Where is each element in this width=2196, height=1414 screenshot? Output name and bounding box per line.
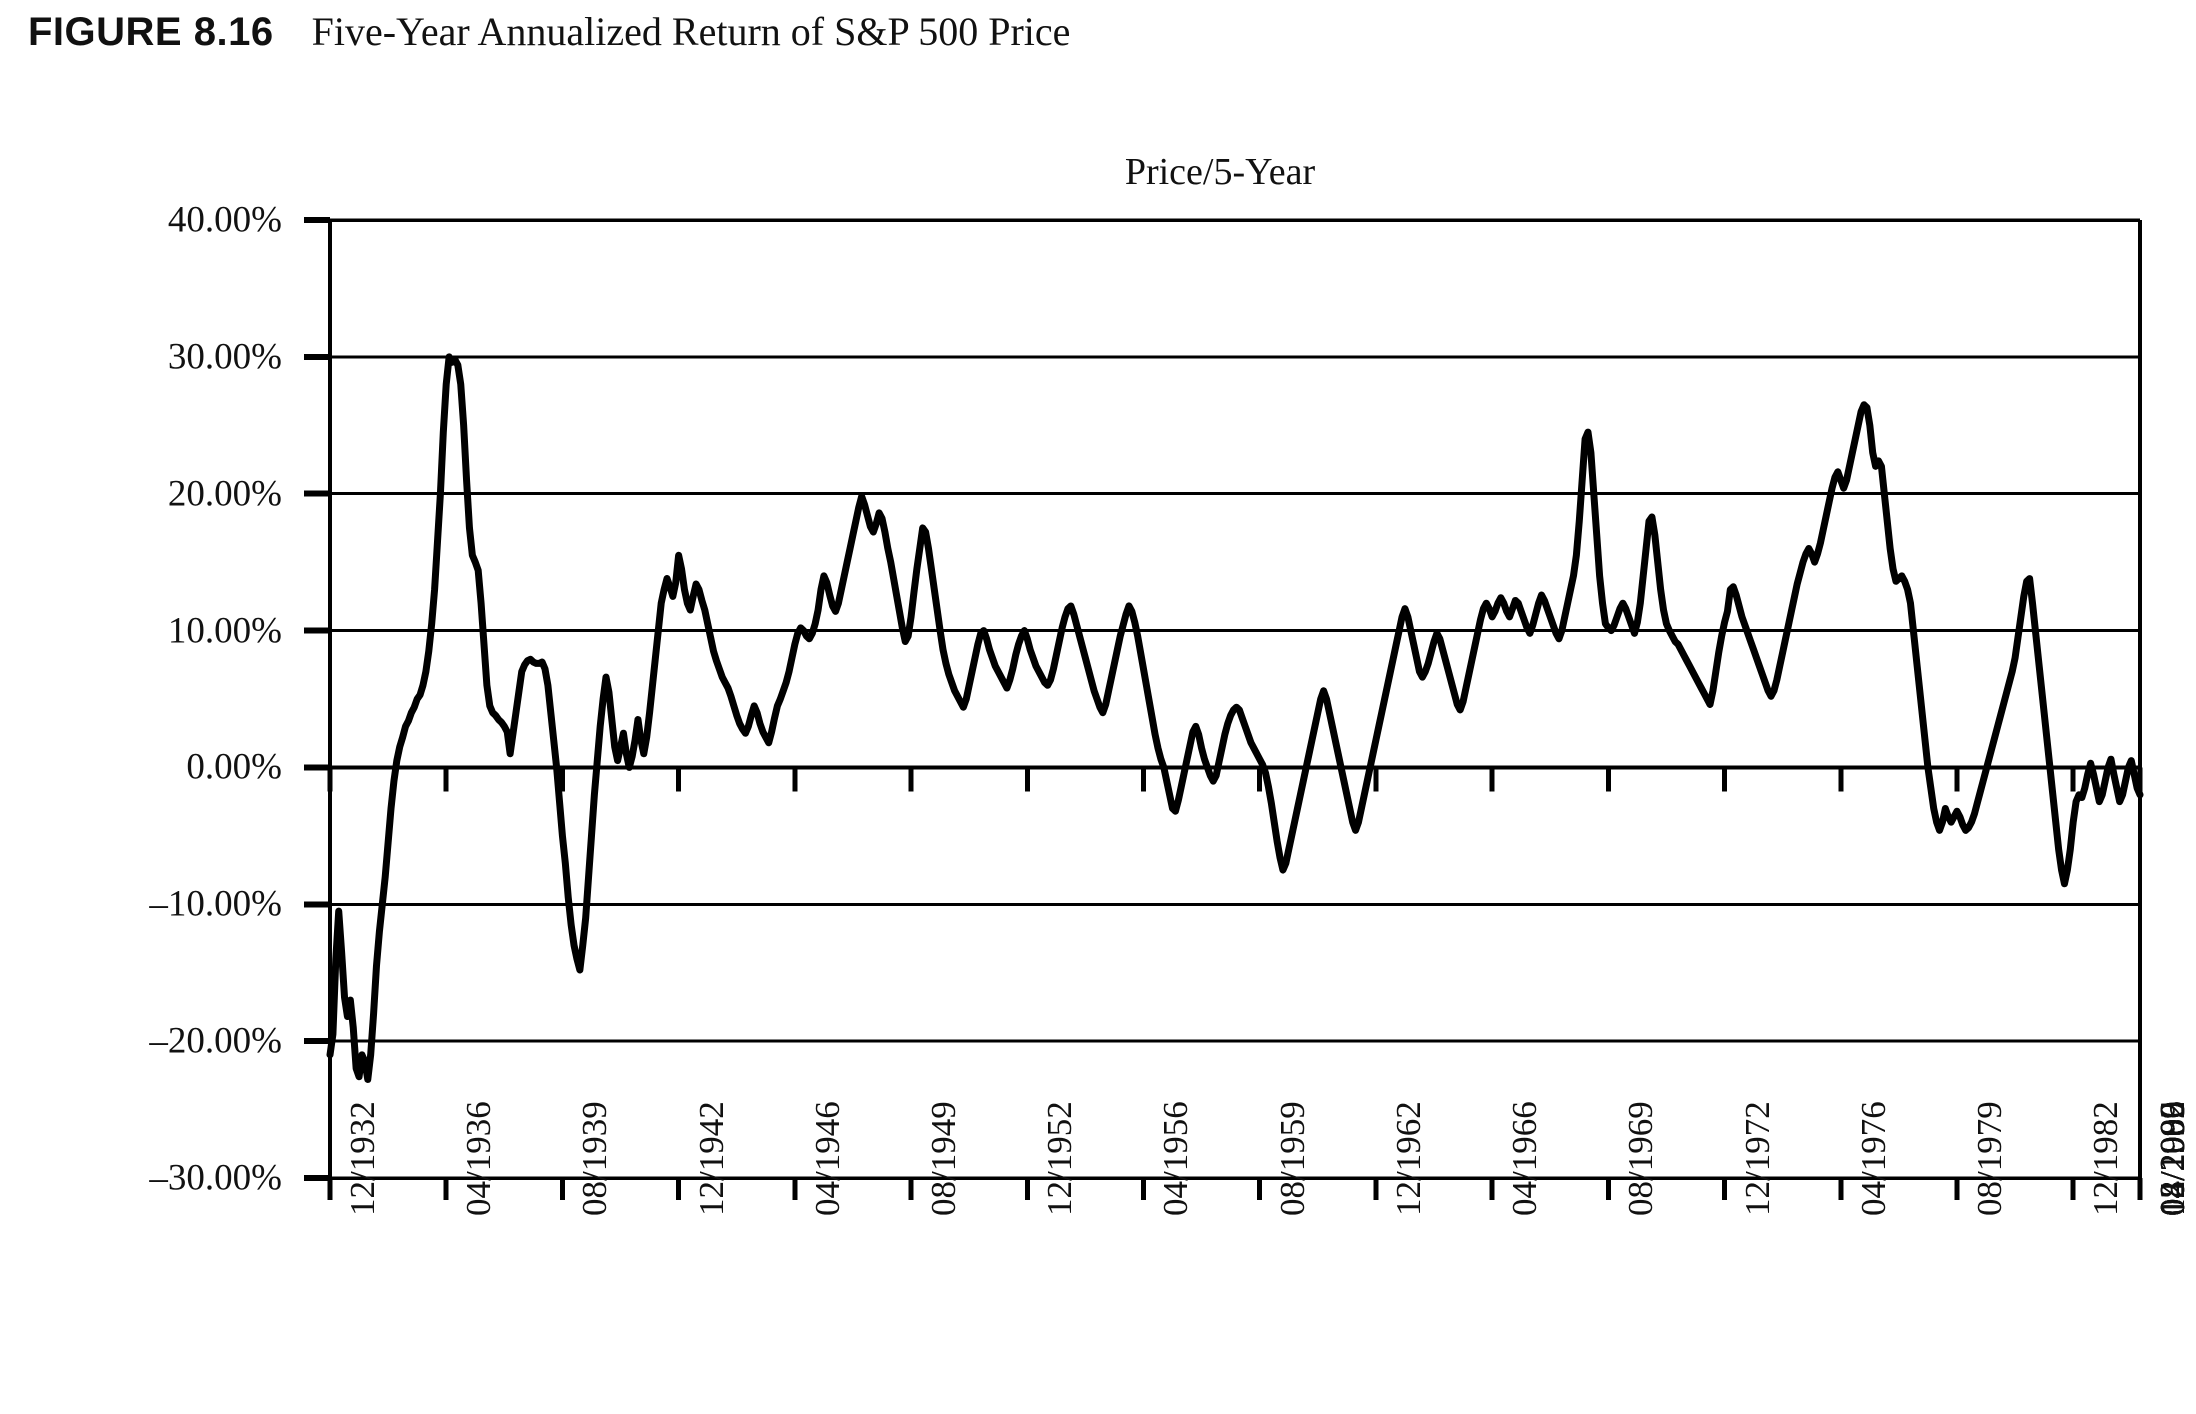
figure-number: FIGURE 8.16 [28, 10, 274, 54]
x-tick-label: 04/1936 [459, 1101, 499, 1216]
x-tick-label: 12/1942 [691, 1101, 731, 1216]
y-tick-label: 30.00% [167, 336, 282, 378]
x-tick-label: 08/1939 [575, 1101, 615, 1216]
y-tick-label: 10.00% [167, 610, 282, 652]
x-tick-label: 08/1959 [1272, 1101, 1312, 1216]
chart-title: Price/5-Year [0, 150, 2196, 194]
x-tick-label: 04/1956 [1156, 1101, 1196, 1216]
y-tick-label: –10.00% [149, 883, 282, 925]
x-tick-label: 12/1962 [1388, 1101, 1428, 1216]
x-tick-label: 08/2009 [2153, 1101, 2192, 1216]
y-tick-label: 20.00% [167, 473, 282, 515]
x-tick-label: 12/1972 [1737, 1101, 1777, 1216]
x-tick-label: 08/1949 [924, 1101, 964, 1216]
x-tick-label: 04/1976 [1853, 1101, 1893, 1216]
chart-title-text: Price/5-Year [1124, 151, 1316, 193]
y-tick-label: –20.00% [149, 1020, 282, 1062]
figure-title: Five-Year Annualized Return of S&P 500 P… [311, 9, 1071, 54]
y-tick-label: –30.00% [149, 1157, 282, 1199]
y-tick-label: 40.00% [167, 199, 282, 241]
x-tick-label: 04/1946 [807, 1101, 847, 1216]
x-tick-label: 08/1979 [1969, 1101, 2009, 1216]
x-tick-label: 12/1982 [2086, 1101, 2126, 1216]
x-tick-label: 12/1952 [1040, 1101, 1080, 1216]
x-tick-label: 08/1969 [1621, 1101, 1661, 1216]
figure-caption: FIGURE 8.16 Five-Year Annualized Return … [28, 8, 1070, 55]
x-tick-label: 04/1966 [1505, 1101, 1545, 1216]
y-tick-label: 0.00% [186, 746, 282, 788]
x-tick-label: 12/1932 [343, 1101, 382, 1216]
